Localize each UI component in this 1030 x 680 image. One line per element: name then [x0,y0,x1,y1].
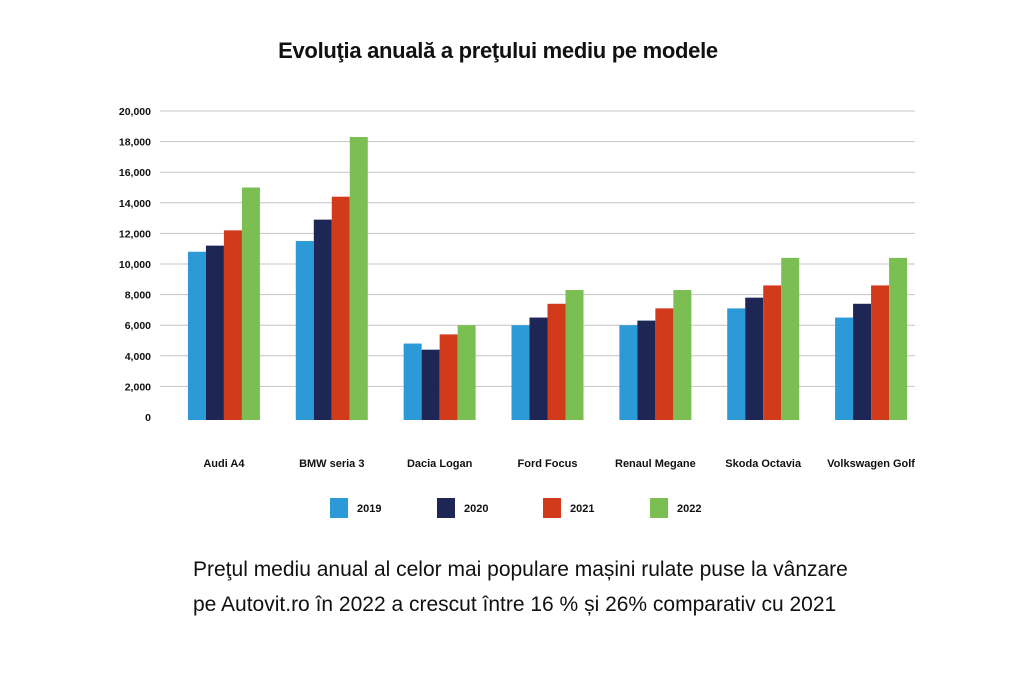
y-axis-ticks: 0 2,000 4,000 6,000 8,000 10,000 12,000 14,000 1… [119,106,151,424]
y-tick-label: 10,000 [119,259,151,271]
bar-2020 [205,245,224,420]
bar-2022 [673,290,692,420]
bar-2020 [637,320,656,420]
legend: 2019 2020 2021 2022 [330,498,701,518]
y-tick-label: 12,000 [119,228,151,240]
y-tick-label: 18,000 [119,137,151,149]
bar-2019 [619,325,638,420]
legend-swatch-2021 [543,498,561,518]
legend-label: 2020 [464,503,488,515]
x-tick-label: Ford Focus [518,458,578,470]
caption-line-1: Preţul mediu anual al celor mai populare… [193,558,848,581]
bar-2022 [565,290,584,420]
x-tick-label: Audi A4 [203,458,245,470]
legend-label: 2021 [570,503,594,515]
bar-2020 [745,297,764,420]
x-tick-label: Skoda Octavia [725,458,802,470]
bar-2019 [835,317,854,420]
bar-2020 [313,219,332,420]
bar-2021 [439,334,458,420]
caption-line-2: pe Autovit.ro în 2022 a crescut între 16… [193,593,837,616]
y-tick-label: 16,000 [119,167,151,179]
x-tick-label: Renaul Megane [615,458,696,470]
bar-2019 [187,251,206,420]
legend-label: 2022 [677,503,701,515]
bar-2021 [223,230,242,420]
bar-2021 [763,285,782,420]
bar-series [187,137,908,420]
bar-2021 [331,196,350,420]
bar-2021 [871,285,890,420]
bar-2022 [349,137,368,420]
caption: Preţul mediu anual al celor mai populare… [193,552,913,622]
legend-label: 2019 [357,503,381,515]
bar-2019 [295,241,314,420]
bar-2022 [781,257,800,420]
y-tick-label: 8,000 [125,290,151,302]
y-tick-label: 6,000 [125,320,151,332]
legend-swatch-2019 [330,498,348,518]
chart-title: Evoluţia anuală a preţului mediu pe mode… [278,38,718,63]
x-tick-label: Dacia Logan [407,458,473,470]
bar-2022 [457,325,476,420]
bar-2019 [403,343,422,420]
bar-2019 [511,325,530,420]
bar-2019 [727,308,746,420]
y-tick-label: 2,000 [125,381,151,393]
legend-swatch-2022 [650,498,668,518]
bar-2020 [529,317,548,420]
x-tick-label: Volkswagen Golf [827,458,915,470]
y-tick-label: 20,000 [119,106,151,118]
legend-swatch-2020 [437,498,455,518]
bar-2022 [889,257,908,420]
y-tick-label: 4,000 [125,351,151,363]
bar-2020 [421,349,440,420]
bar-2021 [547,303,566,420]
y-tick-label: 14,000 [119,198,151,210]
x-tick-label: BMW seria 3 [299,458,364,470]
bar-2022 [241,187,260,420]
x-axis-ticks: Audi A4 BMW seria 3 Dacia Logan Ford Focus R… [203,458,915,470]
y-tick-label: 0 [145,412,151,424]
bar-2021 [655,308,674,420]
bar-chart: 0 2,000 4,000 6,000 8,000 10,000 12,000 14,000 1… [119,106,915,518]
bar-2020 [853,303,872,420]
